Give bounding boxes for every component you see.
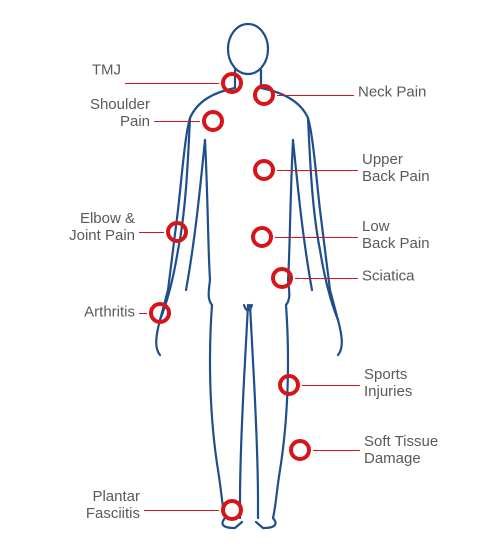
marker-plantar <box>221 499 243 521</box>
leader-plantar <box>144 510 219 511</box>
marker-soft-tissue <box>289 439 311 461</box>
leader-upper-back <box>277 170 358 171</box>
leader-sciatica <box>295 278 358 279</box>
label-plantar: Plantar Fasciitis <box>86 488 140 523</box>
leader-soft-tissue <box>313 450 360 451</box>
leader-low-back <box>275 237 358 238</box>
label-sciatica: Sciatica <box>362 267 415 284</box>
label-elbow-joint: Elbow & Joint Pain <box>69 210 135 245</box>
leader-arthritis <box>139 313 147 314</box>
label-tmj: TMJ <box>92 61 121 78</box>
leader-shoulder-pain <box>154 121 200 122</box>
marker-tmj <box>221 72 243 94</box>
marker-neck-pain <box>253 84 275 106</box>
marker-arthritis <box>149 302 171 324</box>
label-neck-pain: Neck Pain <box>358 83 426 100</box>
label-shoulder-pain: Shoulder Pain <box>90 96 150 131</box>
marker-upper-back <box>253 159 275 181</box>
marker-low-back <box>251 226 273 248</box>
label-soft-tissue: Soft Tissue Damage <box>364 433 438 468</box>
label-sports: Sports Injuries <box>364 366 412 401</box>
leader-tmj <box>125 83 219 84</box>
leader-elbow-joint <box>139 232 164 233</box>
marker-shoulder-pain <box>202 110 224 132</box>
label-low-back: Low Back Pain <box>362 218 430 253</box>
marker-sciatica <box>271 267 293 289</box>
label-arthritis: Arthritis <box>84 303 135 320</box>
label-upper-back: Upper Back Pain <box>362 151 430 186</box>
marker-elbow-joint <box>166 221 188 243</box>
anatomy-diagram: TMJ Neck Pain Shoulder Pain Upper Back Pain… <box>0 0 500 550</box>
marker-sports <box>278 374 300 396</box>
leader-sports <box>302 385 360 386</box>
leader-neck-pain <box>277 95 354 96</box>
